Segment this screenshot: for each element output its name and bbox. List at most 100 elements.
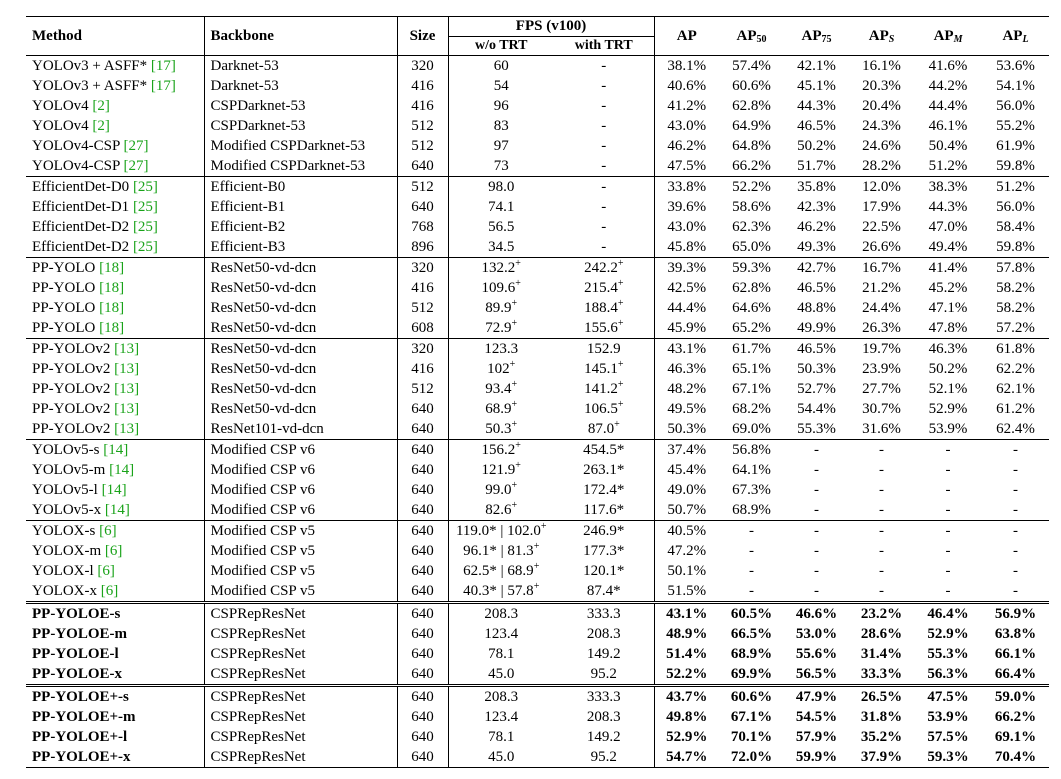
- fps-marker: +: [614, 419, 620, 430]
- header-with-trt: with TRT: [554, 36, 655, 56]
- cell-backbone-text: Efficient-B0: [210, 179, 286, 195]
- cell-apl-text: 58.4%: [996, 219, 1035, 235]
- cell-ap50: 62.8%: [719, 96, 784, 116]
- cell-fps-with-trt-text: 172.4*: [583, 482, 625, 498]
- cell-ap50: 60.6%: [719, 684, 785, 707]
- citation-link[interactable]: [6]: [100, 583, 119, 599]
- cell-ap50: 69.9%: [719, 664, 784, 686]
- cell-backbone-text: Modified CSPDarknet-53: [210, 158, 366, 174]
- citation-link[interactable]: [18]: [99, 320, 125, 336]
- cell-fps-wo-trt: 78.1: [448, 644, 554, 664]
- cell-size: 640: [397, 500, 449, 521]
- citation-link[interactable]: [14]: [104, 502, 130, 518]
- cell-fps-with-trt-text: 95.2: [590, 666, 617, 682]
- citation-link[interactable]: [13]: [114, 401, 140, 417]
- cell-ap50: 57.4%: [719, 56, 784, 77]
- cell-method-text: YOLOX-s: [32, 523, 96, 539]
- cell-ap: 42.5%: [654, 278, 719, 298]
- citation-link[interactable]: [6]: [99, 523, 117, 539]
- cell-size: 416: [397, 359, 449, 379]
- cell-fps-with-trt: -: [554, 176, 655, 197]
- cell-apm: 47.8%: [914, 318, 982, 339]
- cell-apl-text: -: [1013, 523, 1019, 539]
- citation-link[interactable]: [13]: [114, 421, 140, 437]
- fps-marker: +: [533, 541, 540, 552]
- citation-link[interactable]: [14]: [103, 442, 129, 458]
- citation-link[interactable]: [14]: [101, 482, 127, 498]
- citation-link[interactable]: [25]: [132, 239, 158, 255]
- cell-method: PP-YOLOE+-m: [26, 707, 205, 727]
- cell-method: YOLOv5-m [14]: [26, 460, 205, 480]
- citation-link[interactable]: [6]: [97, 563, 115, 579]
- cell-ap: 45.9%: [654, 318, 719, 339]
- citation-link[interactable]: [13]: [114, 341, 140, 357]
- citation-link[interactable]: [18]: [99, 280, 125, 296]
- citation-link[interactable]: [27]: [123, 158, 149, 174]
- cell-ap50-text: 65.0%: [732, 239, 771, 255]
- cell-fps-with-trt: 333.3: [554, 601, 655, 624]
- cell-apl-text: -: [1013, 543, 1019, 559]
- cell-fps-with-trt-text: -: [601, 118, 607, 134]
- cell-fps-with-trt-text: 141.2: [584, 381, 618, 397]
- cell-ap-text: 54.7%: [666, 749, 708, 765]
- cell-backbone-text: Modified CSP v6: [210, 442, 315, 458]
- cell-ap50: 67.1%: [719, 707, 784, 727]
- cell-apm: 53.9%: [914, 419, 982, 440]
- cell-method: YOLOv4 [2]: [26, 116, 205, 136]
- cell-size-text: 640: [411, 646, 434, 662]
- cell-ap: 47.5%: [654, 156, 719, 177]
- cell-aps: -: [849, 581, 914, 603]
- citation-link[interactable]: [2]: [92, 98, 110, 114]
- cell-method-text: YOLOv5-x: [32, 502, 102, 518]
- cell-apl-text: 51.2%: [996, 179, 1035, 195]
- cell-backbone-text: CSPRepResNet: [210, 646, 306, 662]
- cell-ap: 45.8%: [654, 237, 719, 258]
- citation-link[interactable]: [25]: [132, 219, 158, 235]
- citation-link[interactable]: [17]: [150, 78, 176, 94]
- table-row: YOLOv4-CSP [27] Modified CSPDarknet-53 640…: [26, 156, 1049, 177]
- cell-aps-text: 37.9%: [860, 749, 903, 765]
- cell-method: YOLOX-x [6]: [26, 581, 205, 603]
- cell-apm-text: -: [945, 543, 951, 559]
- citation-link[interactable]: [14]: [109, 462, 135, 478]
- cell-ap50: -: [719, 541, 784, 561]
- cell-apm-text: 45.2%: [928, 280, 968, 296]
- cell-ap-text: 51.4%: [666, 646, 708, 662]
- cell-ap50-text: 64.6%: [732, 300, 771, 316]
- cell-aps-text: 26.6%: [862, 239, 901, 255]
- cell-ap50: 65.1%: [719, 359, 784, 379]
- fps-marker: +: [617, 318, 624, 329]
- table-row: YOLOv5-m [14] Modified CSP v6 640 121.9+ 263…: [26, 460, 1049, 480]
- citation-link[interactable]: [6]: [104, 543, 123, 559]
- cell-ap50: 52.2%: [719, 176, 785, 197]
- cell-ap75: 51.7%: [784, 156, 849, 177]
- citation-link[interactable]: [18]: [99, 300, 125, 316]
- cell-ap-text: 52.9%: [666, 729, 708, 745]
- citation-link[interactable]: [27]: [123, 138, 149, 154]
- cell-ap75: 49.9%: [784, 318, 849, 339]
- cell-apl-text: 56.9%: [994, 606, 1037, 622]
- cell-fps-wo-trt: 109.6+: [448, 278, 554, 298]
- cell-apm: -: [914, 439, 983, 460]
- citation-link[interactable]: [2]: [92, 118, 110, 134]
- cell-fps-wo-trt: 119.0* | 102.0+: [448, 520, 554, 541]
- cell-fps-wo-trt-text: 119.0* | 102.0: [455, 523, 541, 539]
- cell-method: PP-YOLO [18]: [26, 257, 205, 278]
- citation-link[interactable]: [18]: [99, 260, 125, 276]
- cell-aps: 23.9%: [849, 359, 914, 379]
- citation-link[interactable]: [25]: [132, 179, 158, 195]
- citation-link[interactable]: [17]: [150, 58, 176, 74]
- cell-method: PP-YOLOE-s: [26, 601, 205, 624]
- cell-ap75-text: 46.5%: [797, 341, 836, 357]
- citation-link[interactable]: [13]: [114, 381, 140, 397]
- cell-ap50-text: 67.1%: [730, 709, 773, 725]
- cell-method: PP-YOLOE+-s: [26, 684, 205, 707]
- cell-fps-wo-trt: 72.9+: [448, 318, 554, 339]
- citation-link[interactable]: [25]: [132, 199, 158, 215]
- cell-method-text: YOLOv4-CSP: [32, 158, 120, 174]
- cell-fps-wo-trt: 96.1* | 81.3+: [448, 541, 554, 561]
- cell-ap50-text: 69.0%: [732, 421, 771, 437]
- cell-apl: -: [982, 480, 1049, 500]
- citation-link[interactable]: [13]: [114, 361, 140, 377]
- cell-ap: 43.1%: [654, 338, 720, 359]
